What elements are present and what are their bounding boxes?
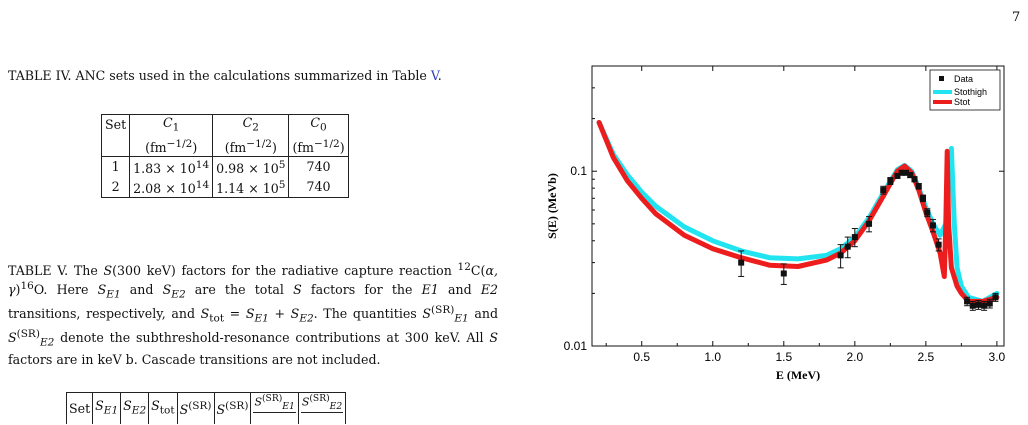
s-factor-chart: 0.5 1.0 1.5 2.0 2.5 3.0 0.01 0.1 E (MeV) S(E) (Me… <box>545 65 1006 382</box>
data-point <box>898 169 905 176</box>
data-point <box>915 183 922 190</box>
table-iv-caption-text: ANC sets used in the calculations summar… <box>71 68 431 83</box>
sfac-header-stot: Stot <box>148 391 178 424</box>
data-point <box>907 172 914 179</box>
series-line-stot <box>596 120 1000 304</box>
data-point <box>738 259 745 266</box>
data-point <box>866 220 873 227</box>
x-tick-label: 0.5 <box>633 350 650 364</box>
anc-header-set: Set <box>100 113 131 136</box>
anc-c2-value: 1.14 × 105 <box>212 176 290 199</box>
anc-header-c2: C2 <box>212 113 290 136</box>
anc-table-header-row: Set C1 C2 C0 <box>100 113 349 136</box>
table-v-caption: TABLE V. The S(300 keV) factors for the … <box>8 261 499 367</box>
anc-c0-value: 740 <box>288 156 349 177</box>
data-point <box>981 302 988 309</box>
anc-c2-value: 0.98 × 105 <box>212 156 290 177</box>
anc-units-c0: (fm−1/2) <box>288 135 349 157</box>
table-iv-caption: TABLE IV. ANC sets used in the calculati… <box>8 68 498 84</box>
sfac-header-se2: SE2 <box>120 391 150 424</box>
table-v-reference-link[interactable]: V <box>430 68 438 83</box>
legend-label-stot: Stot <box>954 97 971 107</box>
x-tick-label: 2.0 <box>846 350 863 364</box>
data-point <box>844 243 851 250</box>
sfac-header-se1: SE1 <box>92 391 122 424</box>
anc-set-value: 1 <box>100 156 131 177</box>
series-layer <box>596 120 1000 311</box>
data-point <box>894 172 901 179</box>
x-tick-label: 1.0 <box>704 350 721 364</box>
legend-data-marker <box>939 76 944 81</box>
data-point <box>780 270 787 277</box>
anc-c0-value: 740 <box>288 176 349 199</box>
anc-units-set <box>100 135 131 157</box>
data-point <box>969 302 976 309</box>
anc-header-c0: C0 <box>288 113 349 136</box>
data-point <box>964 298 971 305</box>
x-tick-label: 3.0 <box>989 350 1006 364</box>
anc-c1-value: 1.83 × 1014 <box>129 156 214 177</box>
s-factor-table-header-row: Set SE1 SE2 Stot S(SR) S(SR) S(SR)E1 S(S… <box>65 391 347 424</box>
data-point <box>902 169 909 176</box>
data-point <box>924 209 931 216</box>
y-tick-label: 0.01 <box>564 339 588 353</box>
sfac-header-ratio-e2: S(SR)E2 <box>297 391 347 424</box>
x-tick-label: 1.5 <box>775 350 792 364</box>
data-point <box>920 195 927 202</box>
table-row: 2 2.08 × 1014 1.14 × 105 740 <box>100 176 349 199</box>
data-point <box>992 294 999 301</box>
y-tick-label: 0.1 <box>570 164 587 178</box>
data-point <box>911 176 918 183</box>
data-point <box>929 222 936 229</box>
sfac-header-ratio-e1: S(SR)E1 <box>250 391 299 424</box>
x-tick-label: 2.5 <box>918 350 935 364</box>
data-point <box>935 241 942 248</box>
sfac-header-se2-sr: S(SR) <box>213 391 252 424</box>
page-number: 7 <box>1012 10 1021 25</box>
data-point <box>887 177 894 184</box>
sfac-header-set: Set <box>65 391 94 424</box>
anc-table-units-row: (fm−1/2) (fm−1/2) (fm−1/2) <box>100 135 349 157</box>
anc-units-c2: (fm−1/2) <box>212 135 290 157</box>
s-factor-table: Set SE1 SE2 Stot S(SR) S(SR) S(SR)E1 S(S… <box>65 391 347 424</box>
anc-table: Set C1 C2 C0 (fm−1/2) (fm−1/2) (fm−1/2) … <box>100 113 349 199</box>
data-point <box>837 252 844 259</box>
table-row: 1 1.83 × 1014 0.98 × 105 740 <box>100 156 349 177</box>
anc-set-value: 2 <box>100 176 131 199</box>
plot-frame <box>591 65 1005 347</box>
table-iv-label: TABLE IV. <box>8 68 72 83</box>
anc-header-c1: C1 <box>129 113 214 136</box>
data-point <box>880 187 887 194</box>
y-axis-label: S(E) (MeVb) <box>545 173 559 239</box>
table-iv-caption-end: . <box>437 68 442 83</box>
anc-units-c1: (fm−1/2) <box>129 135 214 157</box>
table-v-label: TABLE V. <box>8 263 69 279</box>
legend-label-stothigh: Stothigh <box>954 87 987 97</box>
series-line-stothigh <box>596 120 1000 304</box>
legend-label-data: Data <box>954 74 973 84</box>
sfac-header-se1-sr: S(SR) <box>176 391 215 424</box>
data-point <box>986 300 993 307</box>
anc-c1-value: 2.08 × 1014 <box>129 176 214 199</box>
data-point <box>975 301 982 308</box>
data-point <box>851 234 858 241</box>
x-axis-label: E (MeV) <box>776 368 820 382</box>
